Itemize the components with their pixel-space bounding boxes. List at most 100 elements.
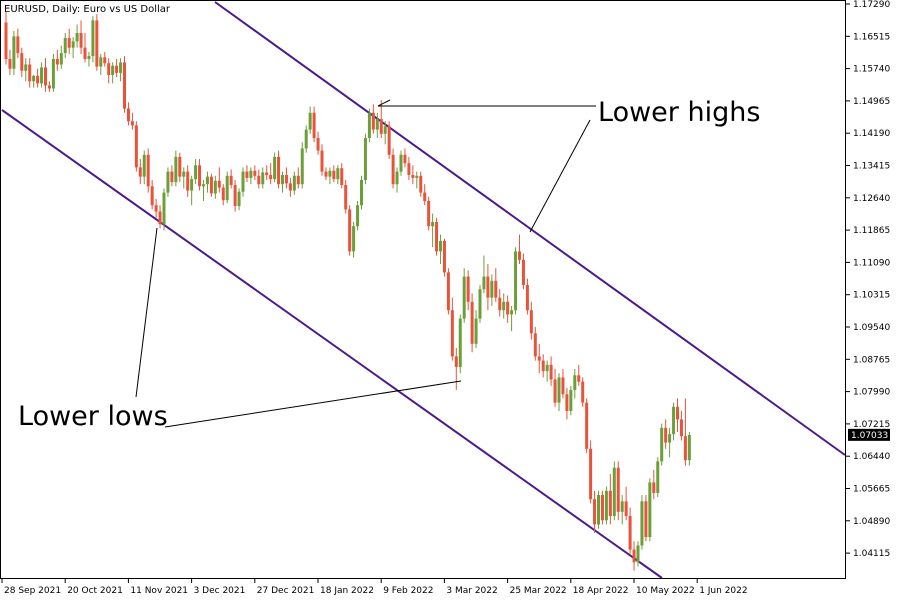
current-price-tag: 1.07033 [848, 428, 890, 441]
candle [577, 364, 581, 386]
candle-body [419, 175, 423, 193]
candle-body [604, 490, 608, 521]
candle-body [367, 112, 371, 138]
candle [458, 314, 462, 374]
candle [257, 169, 261, 189]
y-tick-label: 1.11865 [853, 226, 890, 236]
y-tick-label: 1.07990 [853, 388, 890, 398]
candle-body [296, 175, 300, 185]
candle [312, 106, 316, 143]
candle [498, 289, 502, 317]
candle-body [233, 185, 237, 207]
candle-body [119, 62, 123, 73]
candle-body [478, 289, 482, 319]
annotation-lower-highs: Lower highs [598, 97, 760, 128]
candle [415, 171, 419, 189]
candle-body [518, 251, 521, 260]
candle-body [36, 75, 40, 84]
lower-channel-line [1, 109, 663, 579]
candle [597, 490, 600, 529]
x-tick-label: 25 Mar 2022 [510, 586, 567, 596]
candle-body [652, 482, 656, 493]
candle-body [486, 276, 490, 298]
upper-channel-line [214, 1, 846, 456]
candle [348, 205, 352, 256]
candle [209, 173, 213, 197]
candle-body [506, 301, 510, 315]
candle [399, 150, 403, 176]
candle-body [593, 499, 597, 525]
candle-body [55, 59, 59, 65]
candle [608, 474, 612, 525]
candle [640, 495, 644, 550]
candle [581, 377, 585, 407]
candle-body [83, 47, 87, 60]
candle [616, 461, 620, 521]
candle [269, 163, 273, 185]
candle [51, 53, 55, 92]
candle-body [668, 434, 672, 443]
candle-body [249, 170, 253, 178]
candle-body [178, 156, 182, 177]
candle [518, 234, 521, 265]
candle [304, 125, 308, 153]
candle-body [95, 20, 99, 67]
candle-body [423, 192, 427, 202]
candle [593, 490, 597, 533]
candle-body [198, 165, 202, 187]
candle [360, 175, 363, 210]
candle [344, 179, 348, 214]
candle-body [549, 364, 553, 380]
candle [435, 217, 439, 256]
candle [352, 222, 356, 258]
candle [142, 150, 146, 185]
candle [225, 171, 229, 204]
candle-body [87, 56, 91, 60]
candle [490, 274, 494, 307]
candle-body [585, 402, 589, 449]
candle-body [502, 301, 506, 311]
candle [20, 47, 24, 78]
candle [454, 348, 458, 391]
candle [407, 156, 411, 180]
lower-highs-tick [377, 99, 391, 107]
candle [672, 402, 676, 441]
candle [63, 32, 67, 59]
x-tick-label: 11 Nov 2021 [130, 586, 188, 596]
candle-body [442, 240, 446, 273]
candle [553, 369, 557, 407]
candle-body [312, 112, 316, 138]
x-tick-label: 9 Feb 2022 [383, 586, 433, 596]
candle [371, 104, 375, 134]
candle-body [510, 310, 514, 315]
candle [391, 148, 395, 189]
lower-lows-leader-1 [135, 227, 158, 398]
candle-body [498, 297, 502, 311]
price-tag-bg [848, 428, 890, 441]
candle-body [59, 53, 63, 65]
candle [150, 179, 154, 210]
candle-body [154, 205, 158, 212]
candle-body [529, 310, 533, 334]
candle-body [202, 184, 205, 187]
candle-body [577, 375, 581, 382]
candle-body [363, 137, 367, 180]
candle-body [67, 38, 71, 48]
candle-body [328, 170, 332, 177]
annotation-lower-lows: Lower lows [18, 401, 168, 432]
candle [154, 198, 158, 218]
candle-body [403, 154, 407, 164]
candle [585, 398, 589, 454]
y-tick-label: 1.13415 [853, 162, 890, 172]
candle-body [40, 67, 44, 84]
candle-body [221, 187, 225, 201]
candle [383, 121, 387, 145]
candle [47, 81, 51, 92]
candle [668, 427, 672, 458]
candle [198, 158, 202, 191]
candle-body [537, 356, 541, 361]
candle [166, 167, 170, 197]
candle [494, 268, 498, 302]
candle-body [676, 406, 679, 420]
